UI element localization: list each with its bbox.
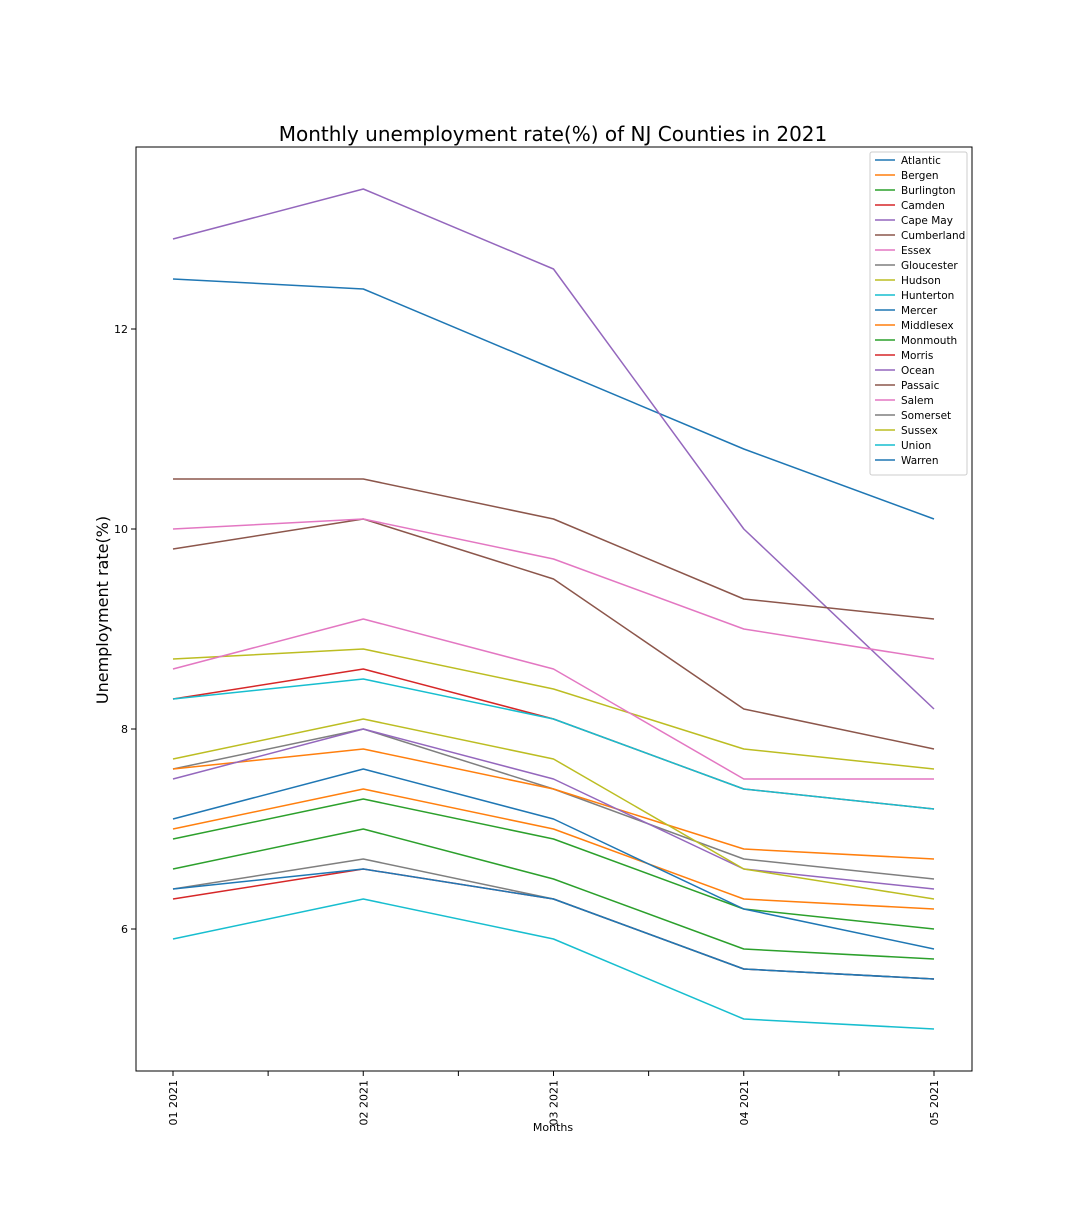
series-line-gloucester (172, 728, 935, 880)
legend-label: Hudson (901, 275, 941, 287)
legend-label: Cape May (901, 215, 953, 227)
series-line-hunterton (172, 898, 935, 1030)
series-line-essex (172, 518, 935, 660)
legend-label: Monmouth (901, 335, 957, 347)
series-line-camden (172, 668, 935, 810)
x-tick-label: 04 2021 (738, 1080, 751, 1126)
legend-label: Morris (901, 350, 933, 362)
legend-label: Atlantic (901, 155, 941, 167)
series-line-mercer (172, 768, 935, 950)
x-tick-label: 01 2021 (167, 1080, 180, 1126)
series-line-cape-may (172, 188, 935, 710)
y-tick-label: 10 (114, 523, 128, 536)
legend-label: Essex (901, 245, 931, 257)
legend-label: Mercer (901, 305, 938, 317)
x-tick-label: 05 2021 (928, 1080, 941, 1126)
x-axis-label: Months (533, 1121, 573, 1134)
x-tick-label: 03 2021 (548, 1080, 561, 1126)
series-line-hudson (172, 648, 935, 770)
legend-label: Hunterton (901, 290, 954, 302)
legend-label: Gloucester (901, 260, 958, 272)
legend-label: Warren (901, 455, 938, 467)
legend-label: Salem (901, 395, 934, 407)
series-line-ocean (172, 728, 935, 890)
legend-label: Burlington (901, 185, 956, 197)
series-line-bergen (172, 788, 935, 910)
y-axis-label: Unemployment rate(%) (93, 516, 112, 704)
x-tick-label: 02 2021 (357, 1080, 370, 1126)
y-tick-label: 6 (121, 923, 128, 936)
series-layer (172, 188, 935, 1030)
series-line-warren (172, 868, 935, 980)
legend-label: Cumberland (901, 230, 965, 242)
legend-label: Union (901, 440, 931, 452)
legend-label: Camden (901, 200, 945, 212)
series-line-salem (172, 618, 934, 780)
legend-box (869, 151, 968, 476)
legend-label: Ocean (901, 365, 935, 377)
legend-label: Bergen (901, 170, 939, 182)
legend-label: Sussex (901, 425, 938, 437)
series-line-union (172, 678, 935, 810)
legend-label: Somerset (901, 410, 951, 422)
legend: Atlantic Bergen Burlington Camden Cape May Cu… (869, 151, 968, 476)
series-line-morris (172, 868, 935, 980)
series-line-sussex (172, 718, 935, 900)
series-line-burlington (172, 798, 935, 930)
y-tick-label: 8 (121, 723, 128, 736)
series-line-middlesex (172, 748, 935, 860)
y-tick-label: 12 (114, 323, 128, 336)
legend-label: Passaic (901, 380, 940, 392)
series-line-cumberland (172, 518, 935, 750)
plot-frame (135, 146, 973, 1072)
series-line-atlantic (172, 278, 935, 520)
axes-layer: 01 2021 02 2021 03 2021 04 2021 05 2021 6 8 10 1… (114, 146, 973, 1126)
legend-label: Middlesex (901, 320, 954, 332)
chart-title: Monthly unemployment rate(%) of NJ Count… (279, 122, 828, 146)
series-line-passaic (173, 478, 935, 620)
series-line-monmouth (172, 828, 935, 960)
